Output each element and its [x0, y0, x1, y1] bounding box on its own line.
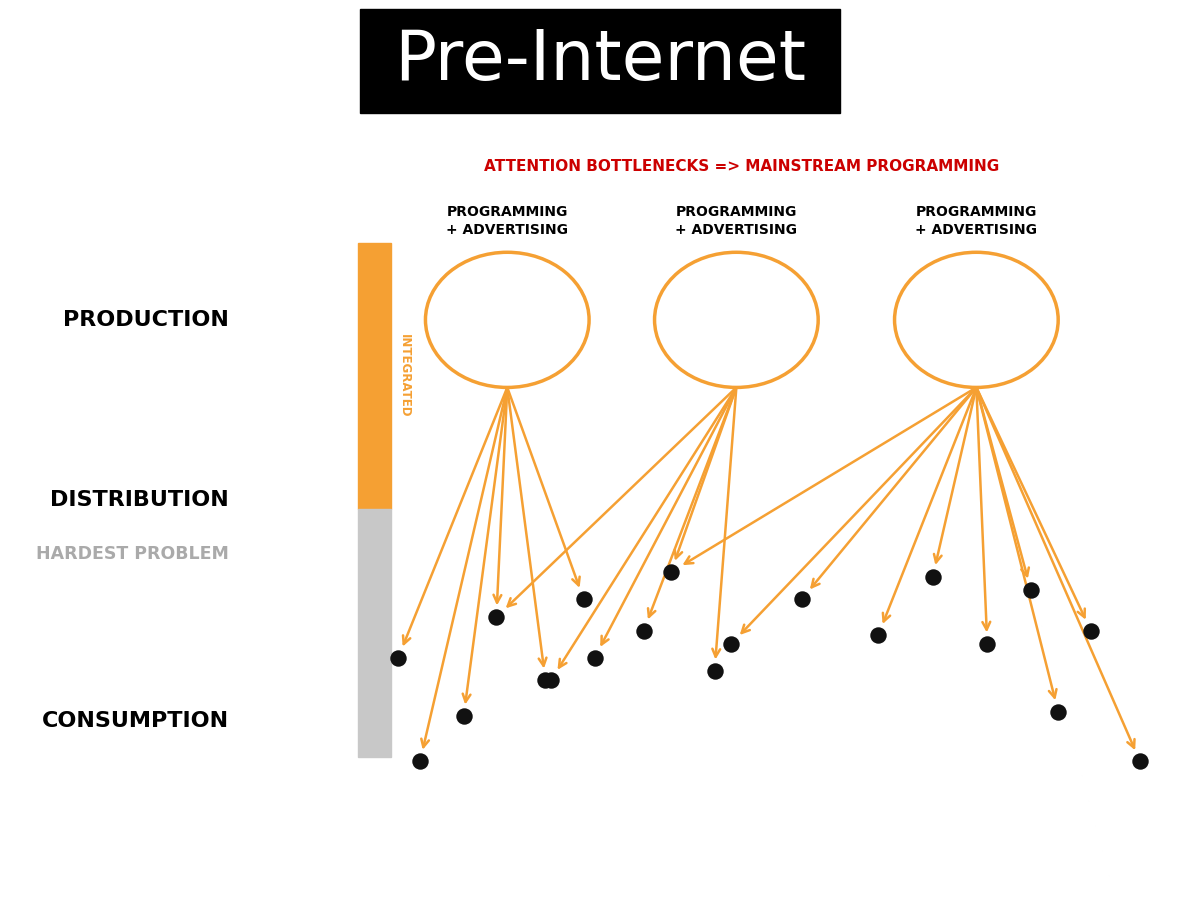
Point [792, 592, 811, 606]
Text: DISTRIBUTION: DISTRIBUTION [50, 490, 229, 510]
Point [1049, 705, 1068, 719]
Point [410, 754, 430, 769]
Point [978, 637, 997, 651]
Point [1021, 583, 1040, 597]
Point [454, 709, 473, 724]
Point [1081, 623, 1100, 638]
Text: PROGRAMMING
+ ADVERTISING: PROGRAMMING + ADVERTISING [916, 205, 1037, 237]
Text: PROGRAMMING
+ ADVERTISING: PROGRAMMING + ADVERTISING [676, 205, 797, 237]
Text: PRODUCTION: PRODUCTION [64, 310, 229, 330]
Text: CONSUMPTION: CONSUMPTION [42, 711, 229, 731]
Point [661, 565, 680, 579]
Bar [358, 243, 390, 509]
Point [389, 651, 408, 665]
Text: HARDEST PROBLEM: HARDEST PROBLEM [36, 545, 229, 563]
Point [541, 673, 560, 687]
Point [923, 569, 942, 584]
Bar [358, 509, 390, 757]
Text: ATTENTION BOTTLENECKS => MAINSTREAM PROGRAMMING: ATTENTION BOTTLENECKS => MAINSTREAM PROG… [484, 159, 1000, 174]
Point [584, 651, 604, 665]
Point [869, 628, 888, 642]
Point [634, 623, 653, 638]
Point [536, 673, 556, 687]
Point [1130, 754, 1150, 769]
Point [487, 610, 506, 624]
Point [574, 592, 593, 606]
Text: PROGRAMMING
+ ADVERTISING: PROGRAMMING + ADVERTISING [446, 205, 569, 237]
Bar [360, 9, 840, 113]
Point [704, 664, 724, 678]
Text: INTEGRATED: INTEGRATED [398, 334, 412, 418]
Text: Pre-Internet: Pre-Internet [394, 27, 806, 95]
Point [721, 637, 740, 651]
